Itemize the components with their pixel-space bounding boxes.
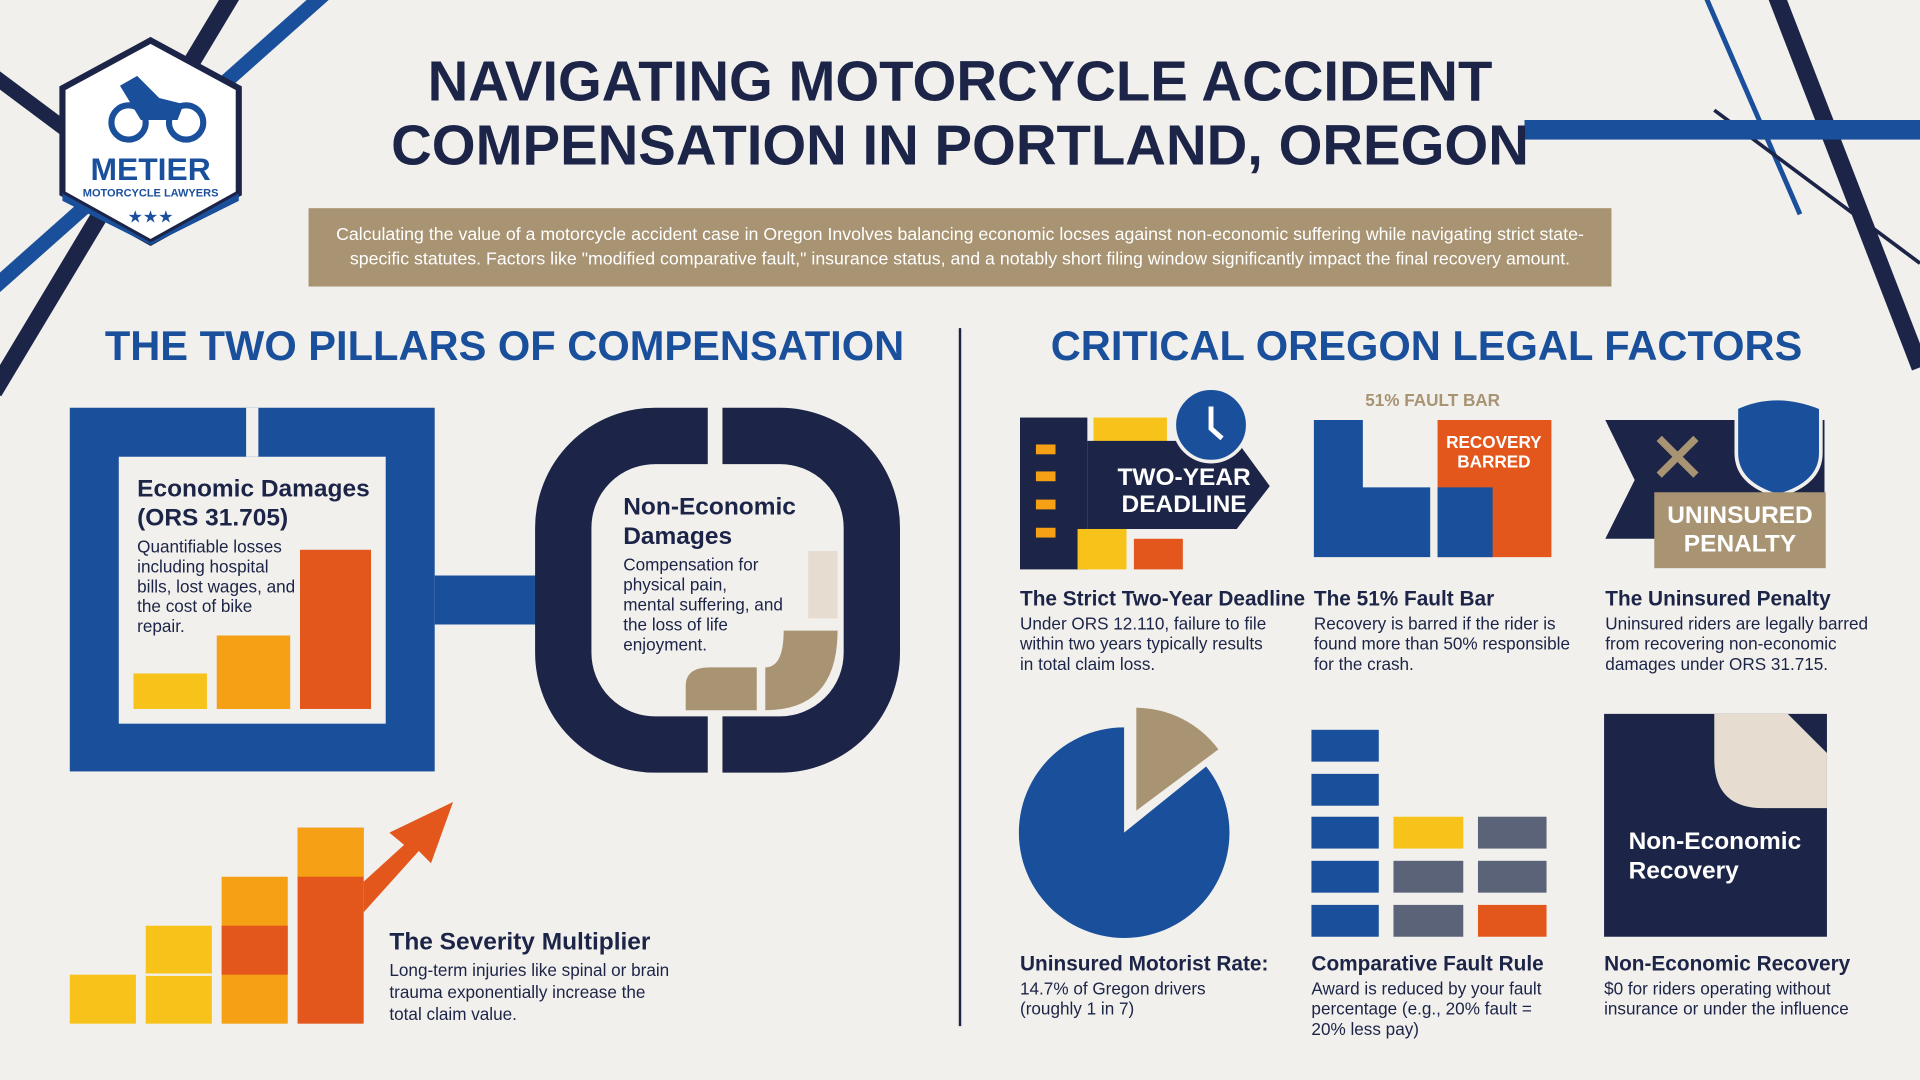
text-line: trauma exponentially increase the bbox=[389, 982, 645, 1002]
card-title: Comparative Fault Rule bbox=[1311, 952, 1543, 975]
economic-icon bbox=[69, 407, 539, 772]
uninsured-icon bbox=[1605, 396, 1826, 569]
badge-text: Non-Economic bbox=[1629, 828, 1802, 855]
card-text: Under ORS 12.110, failure to file within … bbox=[1019, 613, 1266, 673]
card-text: $0 for riders operating without insurance… bbox=[1604, 978, 1849, 1018]
badge-text: PENALTY bbox=[1684, 530, 1796, 557]
text-line: damages under ORS 31.715. bbox=[1605, 653, 1828, 673]
card-text: Compensation for physical pain, mental suf… bbox=[623, 554, 783, 654]
pie-icon bbox=[1018, 707, 1230, 938]
section-heading: THE TWO PILLARS OF COMPENSATION bbox=[105, 322, 904, 369]
text-line: from recovering non-economic bbox=[1605, 633, 1837, 653]
text-line: found more than 50% responsible bbox=[1314, 633, 1570, 653]
text-line: 14.7% of Gregon drivers bbox=[1020, 978, 1206, 998]
text-line: physical pain, bbox=[623, 574, 727, 594]
text-line: bills, lost wages, and bbox=[137, 576, 295, 596]
text-line: the cost of bike bbox=[137, 596, 252, 616]
logo-stars: ★★★ bbox=[128, 206, 174, 226]
text-line: Award is reduced by your fault bbox=[1311, 978, 1541, 998]
fault-rule-icon bbox=[1311, 729, 1547, 937]
logo-name: METIER bbox=[90, 151, 210, 187]
text-line: the loss of life bbox=[623, 614, 728, 634]
severity-icon bbox=[69, 802, 454, 1024]
text-line: 20% less pay) bbox=[1311, 1018, 1419, 1038]
card-text: Long-term injuries like spinal or brain t… bbox=[389, 960, 669, 1024]
text-line: insurance or under the influence bbox=[1604, 998, 1849, 1018]
logo-subtitle: MOTORCYCLE LAWYERS bbox=[83, 187, 219, 199]
card-title: The Severity Multiplier bbox=[389, 928, 651, 955]
badge-text: TWO-YEAR bbox=[1117, 464, 1251, 491]
card-text: Quantifiable losses including hospital bil… bbox=[137, 536, 295, 636]
card-title: The Strict Two-Year Deadline bbox=[1020, 588, 1305, 611]
text-line: percentage (e.g., 20% fault = bbox=[1311, 998, 1531, 1018]
intro-text: Calculating the value of a motorcycle ac… bbox=[336, 224, 1584, 244]
card-title: The Uninsured Penalty bbox=[1605, 588, 1831, 611]
card-text: 14.7% of Gregon drivers (roughly 1 in 7) bbox=[1020, 978, 1206, 1018]
section-heading: CRITICAL OREGON LEGAL FACTORS bbox=[1051, 322, 1803, 369]
text-line: within two years typically results bbox=[1019, 633, 1263, 653]
card-title: The 51% Fault Bar bbox=[1314, 588, 1494, 611]
deadline-icon bbox=[1020, 386, 1270, 570]
intro-box bbox=[308, 208, 1612, 287]
text-line: for the crash. bbox=[1314, 653, 1414, 673]
text-line: including hospital bbox=[137, 556, 268, 576]
text-line: (roughly 1 in 7) bbox=[1020, 998, 1134, 1018]
badge-text: DEADLINE bbox=[1122, 491, 1247, 518]
text-line: $0 for riders operating without bbox=[1604, 978, 1831, 998]
fault-bar-icon bbox=[1313, 420, 1552, 558]
card-title: Non-Economic Recovery bbox=[1604, 952, 1851, 975]
logo: METIER MOTORCYCLE LAWYERS ★★★ bbox=[59, 36, 242, 246]
text-line: Under ORS 12.110, failure to file bbox=[1020, 613, 1266, 633]
text-line: Uninsured riders are legally barred bbox=[1605, 613, 1868, 633]
badge-text: RECOVERY bbox=[1446, 432, 1542, 452]
text-line: mental suffering, and bbox=[623, 594, 783, 614]
card-title: Uninsured Motorist Rate: bbox=[1020, 952, 1268, 975]
card-text: Uninsured riders are legally barred from … bbox=[1605, 613, 1868, 673]
card-text: Recovery is barred if the rider is found … bbox=[1314, 613, 1570, 673]
badge-text: UNINSURED bbox=[1667, 502, 1812, 529]
text-line: in total claim loss. bbox=[1020, 653, 1155, 673]
badge-text: BARRED bbox=[1457, 451, 1530, 471]
recovery-icon bbox=[1604, 713, 1827, 937]
card-title: Economic Damages bbox=[137, 475, 370, 502]
text-line: Recovery is barred if the rider is bbox=[1314, 613, 1556, 633]
text-line: total claim value. bbox=[389, 1004, 517, 1024]
text-line: Long-term injuries like spinal or brain bbox=[389, 960, 669, 980]
intro-text: specific statutes. Factors like "modifie… bbox=[350, 248, 1570, 268]
card-title: (ORS 31.705) bbox=[137, 505, 288, 532]
non-economic-icon bbox=[535, 404, 900, 777]
title: NAVIGATING MOTORCYCLE ACCIDENT bbox=[428, 50, 1493, 113]
caption: 51% FAULT BAR bbox=[1365, 390, 1500, 410]
card-text: Award is reduced by your fault percentage… bbox=[1311, 978, 1541, 1038]
badge-text: Recovery bbox=[1629, 857, 1740, 884]
card-title: Damages bbox=[623, 523, 732, 550]
text-line: Compensation for bbox=[623, 554, 758, 574]
text-line: repair. bbox=[137, 616, 185, 636]
title: COMPENSATION IN PORTLAND, OREGON bbox=[391, 113, 1529, 176]
card-title: Non-Economic bbox=[623, 494, 796, 521]
text-line: enjoyment. bbox=[623, 634, 707, 654]
text-line: Quantifiable losses bbox=[137, 536, 282, 556]
